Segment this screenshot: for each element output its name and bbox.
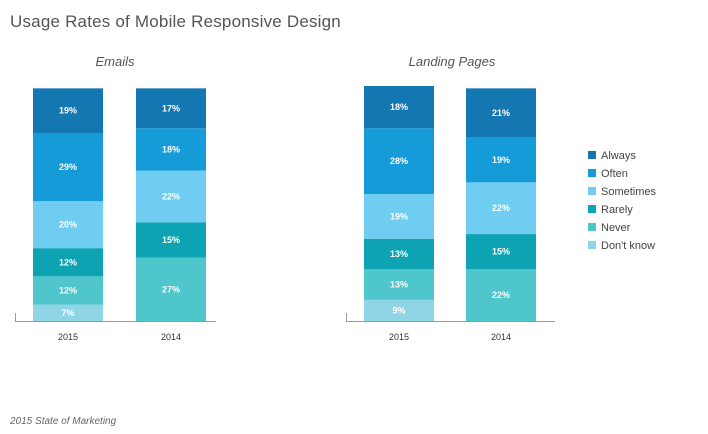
data-label: 12% bbox=[59, 257, 77, 267]
bar-segment-2015-rarely bbox=[364, 238, 434, 270]
data-label: 19% bbox=[390, 211, 408, 221]
chart-subtitle: Landing Pages bbox=[409, 54, 496, 69]
x-tick-label: 2015 bbox=[389, 332, 409, 342]
bar-segment-2014-often bbox=[136, 128, 206, 171]
data-label: 19% bbox=[492, 155, 510, 165]
legend-label-rarely: Rarely bbox=[601, 204, 633, 216]
bar-segment-2014-rarely bbox=[466, 234, 536, 270]
bar-segment-2014-never bbox=[136, 257, 206, 321]
data-label: 7% bbox=[61, 308, 74, 318]
chart-subtitle: Emails bbox=[95, 54, 135, 69]
data-label: 22% bbox=[492, 203, 510, 213]
data-label: 22% bbox=[492, 290, 510, 300]
data-label: 22% bbox=[162, 191, 180, 201]
data-label: 18% bbox=[162, 144, 180, 154]
data-label: 20% bbox=[59, 220, 77, 230]
data-label: 29% bbox=[59, 162, 77, 172]
bar-segment-2014-rarely bbox=[136, 222, 206, 258]
bar-segment-2015-don-t-know bbox=[364, 299, 434, 321]
legend-swatch-sometimes bbox=[588, 187, 596, 195]
chart-landing-pages: Landing Pages 9% 13% 13% 19% 28% 18% 2015 22% 15%… bbox=[346, 54, 555, 342]
data-label: 15% bbox=[162, 235, 180, 245]
bar-segment-2014-always bbox=[136, 88, 206, 129]
data-label: 9% bbox=[392, 305, 405, 315]
data-label: 21% bbox=[492, 108, 510, 118]
data-label: 15% bbox=[492, 247, 510, 257]
legend-label-always: Always bbox=[601, 150, 636, 162]
legend-swatch-rarely bbox=[588, 205, 596, 213]
bar-segment-2015-don-t-know bbox=[33, 304, 103, 321]
x-tick-label: 2015 bbox=[58, 332, 78, 342]
bar-segment-2015-sometimes bbox=[33, 201, 103, 249]
data-label: 13% bbox=[390, 249, 408, 259]
data-label: 17% bbox=[162, 103, 180, 113]
bar-segment-2014-never bbox=[466, 269, 536, 321]
legend-label-sometimes: Sometimes bbox=[601, 186, 657, 198]
legend-label-don-t-know: Don't know bbox=[601, 240, 655, 252]
legend-label-often: Often bbox=[601, 168, 628, 180]
bar-segment-2014-often bbox=[466, 137, 536, 183]
data-label: 28% bbox=[390, 156, 408, 166]
bar-segment-2015-sometimes bbox=[364, 194, 434, 239]
bar-segment-2015-always bbox=[364, 86, 434, 129]
bar-segment-2015-never bbox=[364, 269, 434, 300]
bar-segment-2015-always bbox=[33, 88, 103, 133]
data-label: 13% bbox=[390, 280, 408, 290]
page-title: Usage Rates of Mobile Responsive Design bbox=[10, 12, 341, 31]
bar-segment-2015-often bbox=[364, 128, 434, 195]
footer-source: 2015 State of Marketing bbox=[10, 416, 117, 427]
bar-segment-2015-rarely bbox=[33, 248, 103, 277]
legend-swatch-never bbox=[588, 223, 596, 231]
bar-segment-2015-often bbox=[33, 133, 103, 202]
x-tick-label: 2014 bbox=[161, 332, 181, 342]
data-label: 19% bbox=[59, 106, 77, 116]
data-label: 18% bbox=[390, 102, 408, 112]
legend-label-never: Never bbox=[601, 222, 631, 234]
bar-segment-2015-never bbox=[33, 276, 103, 305]
x-tick-label: 2014 bbox=[491, 332, 511, 342]
bar-segment-2014-sometimes bbox=[466, 182, 536, 235]
legend: Always Often Sometimes Rarely Never Don't kno… bbox=[588, 150, 657, 252]
bar-segment-2014-sometimes bbox=[136, 170, 206, 223]
legend-swatch-often bbox=[588, 169, 596, 177]
data-label: 27% bbox=[162, 284, 180, 294]
legend-swatch-don-t-know bbox=[588, 241, 596, 249]
chart-emails: Emails 7% 12% 12% 20% 29% 19% 2015 27% 15% 22% 18% 1… bbox=[15, 54, 216, 342]
legend-swatch-always bbox=[588, 151, 596, 159]
bar-segment-2014-always bbox=[466, 88, 536, 138]
data-label: 12% bbox=[59, 285, 77, 295]
